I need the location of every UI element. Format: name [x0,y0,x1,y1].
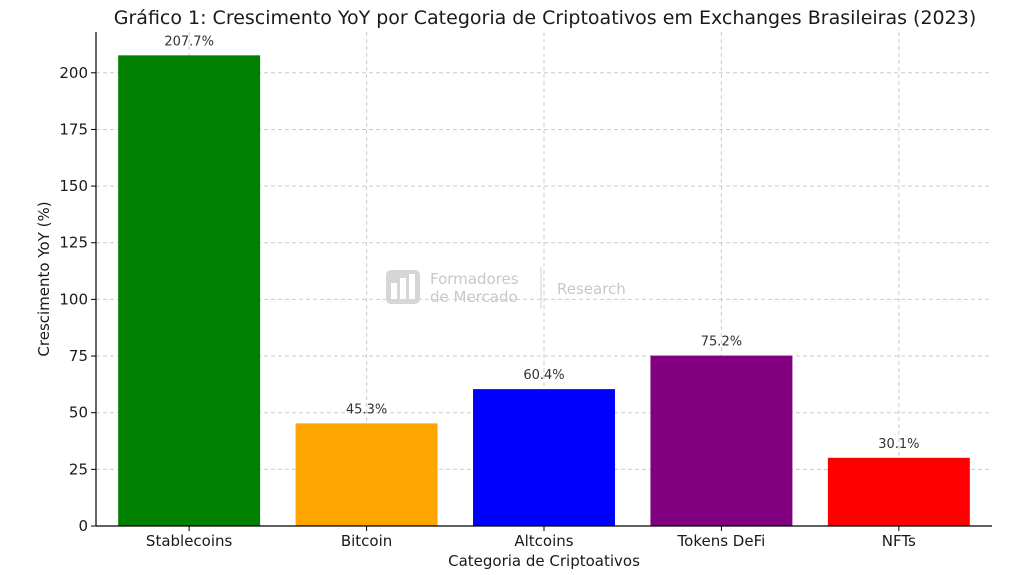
y-tick-label: 175 [59,120,88,138]
watermark-line1: Formadores [430,270,519,288]
data-label: 45.3% [346,402,387,417]
y-tick-label: 0 [78,517,88,535]
y-ticks: 0 25 50 75 100 125 150 175 200 [59,64,96,535]
y-axis-label: Crescimento YoY (%) [35,201,53,356]
data-label: 207.7% [164,34,214,49]
y-tick-label: 25 [69,460,88,478]
data-label: 60.4% [523,368,564,383]
bar [118,55,261,527]
y-tick-label: 75 [69,347,88,365]
y-tick-label: 125 [59,234,88,252]
y-tick-label: 150 [59,177,88,195]
data-label: 30.1% [878,437,919,452]
chart-title: Gráfico 1: Crescimento YoY por Categoria… [114,7,976,29]
x-tick-label: Bitcoin [341,532,392,550]
bar [827,457,970,526]
bar [650,355,793,526]
x-tick-label: Stablecoins [146,532,233,550]
watermark-brand: Research [557,280,626,298]
data-labels: 207.7% 45.3% 60.4% 75.2% 30.1% [164,34,919,451]
watermark: Formadores de Mercado Research [386,267,626,309]
y-tick-label: 100 [59,290,88,308]
bar [295,423,438,526]
x-tick-label: NFTs [882,532,916,550]
bar-chart-logo-icon [386,270,420,304]
x-ticks: Stablecoins Bitcoin Altcoins Tokens DeFi NFT… [146,526,916,550]
x-tick-label: Altcoins [514,532,573,550]
bar [473,389,615,526]
y-tick-label: 200 [59,64,88,82]
x-axis-label: Categoria de Criptoativos [448,552,640,570]
data-label: 75.2% [701,335,742,350]
bars [118,55,970,527]
x-tick-label: Tokens DeFi [677,532,766,550]
watermark-line2: de Mercado [430,288,518,306]
y-tick-label: 50 [69,404,88,422]
